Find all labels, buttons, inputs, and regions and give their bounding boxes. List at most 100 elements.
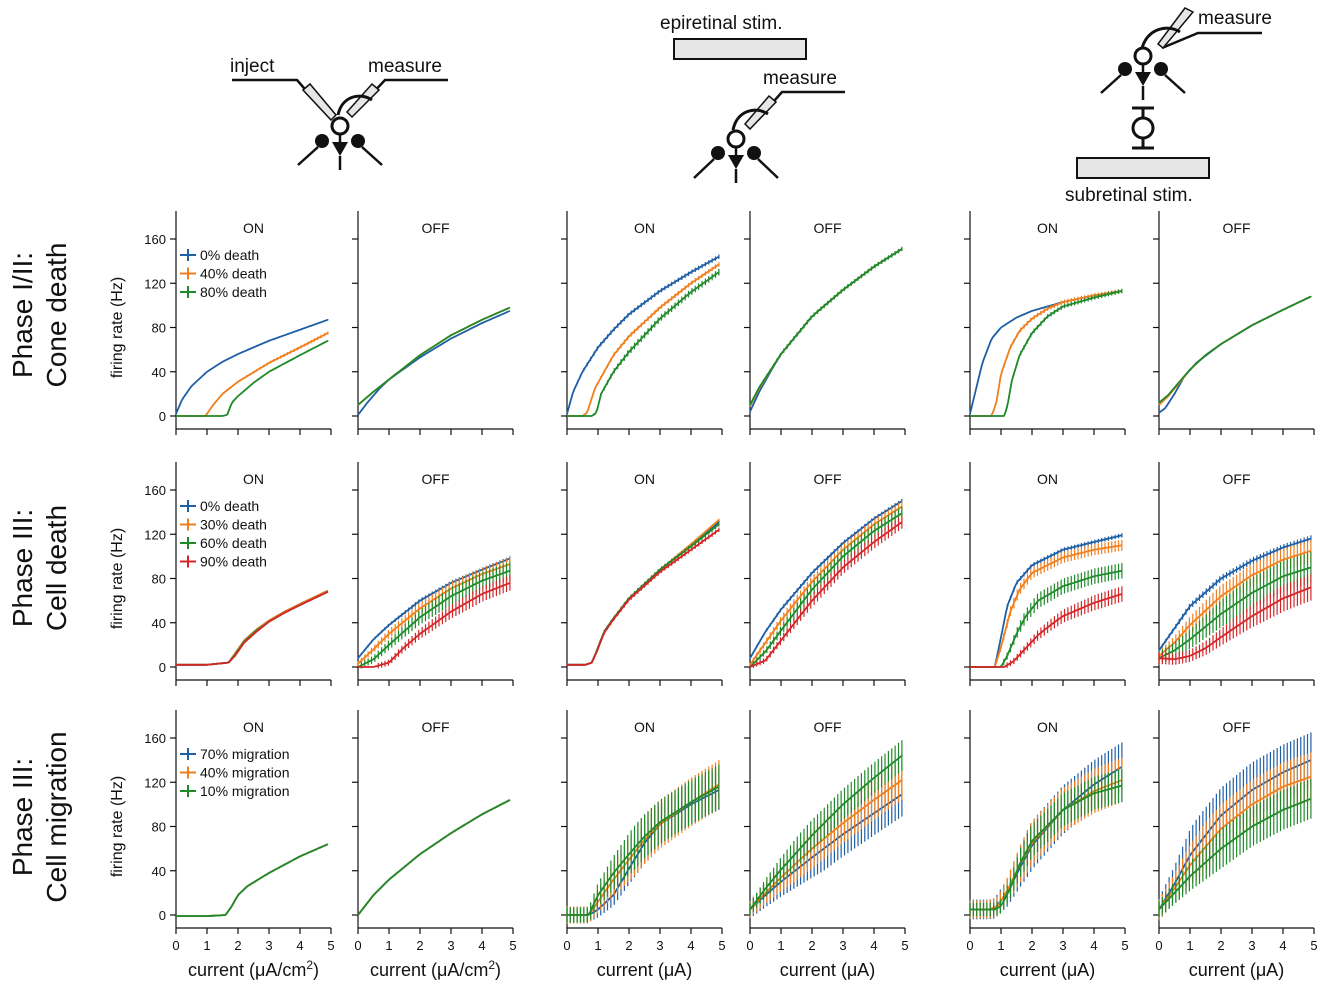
y-tick-label: 40	[152, 864, 166, 879]
x-tick-label: 0	[354, 938, 361, 953]
cell-processes	[1100, 64, 1186, 100]
ganglion-cell-icon	[726, 129, 746, 149]
series-blue	[566, 254, 720, 415]
series-orange	[970, 539, 1123, 668]
series-line	[176, 590, 329, 666]
series-orange	[1158, 295, 1312, 406]
x-tick-label: 2	[808, 938, 815, 953]
series-line	[1158, 549, 1312, 657]
y-tick-label: 40	[152, 365, 166, 380]
series-line	[1158, 295, 1312, 414]
series-green	[357, 799, 511, 916]
series-red	[1158, 574, 1312, 665]
panel-title: OFF	[422, 719, 450, 735]
cell-processes	[693, 147, 779, 183]
amacrine-cell-icon	[332, 142, 348, 156]
x-tick-label: 5	[1121, 938, 1128, 953]
panel-title: OFF	[422, 471, 450, 487]
chart-panel: ON	[964, 462, 1126, 686]
measure-electrode-1	[345, 82, 381, 119]
series-orange	[567, 262, 720, 417]
x-tick-label: 2	[1028, 938, 1035, 953]
bipolar-cell-icon	[1118, 62, 1132, 76]
y-axis-title: firing rate (Hz)	[109, 776, 126, 877]
series-green	[1158, 551, 1312, 665]
panel-title: ON	[243, 471, 264, 487]
x-tick-label: 1	[777, 938, 784, 953]
series-red	[566, 527, 720, 666]
row-label-line1: Phase I/II:	[7, 252, 38, 378]
x-axis-title: current (μA)	[1189, 960, 1284, 980]
bipolar-cell-icon	[747, 146, 761, 160]
series-line	[357, 569, 511, 668]
x-tick-label: 1	[594, 938, 601, 953]
panel-title: ON	[1037, 220, 1058, 236]
bipolar-cell-icon	[711, 146, 725, 160]
series-blue	[357, 799, 511, 916]
series-red	[970, 586, 1123, 669]
panel-title: ON	[634, 471, 655, 487]
series-blue	[566, 770, 720, 922]
chart-panel: 0 1 2 3 4 5 ON current (μA)	[964, 710, 1129, 980]
x-axis-title: current (μA/cm2)	[188, 958, 319, 980]
series-line	[567, 789, 720, 916]
series-line	[567, 271, 720, 417]
y-axis-title: firing rate (Hz)	[109, 277, 126, 378]
panel-title: ON	[243, 220, 264, 236]
panel-title: OFF	[1223, 471, 1251, 487]
panel-title: ON	[243, 719, 264, 735]
chart-panel: OFF	[1153, 462, 1315, 686]
legend-item: 0% death	[180, 247, 259, 263]
y-tick-label: 160	[144, 232, 166, 247]
cell-processes	[297, 134, 383, 170]
ganglion-cell-icon	[330, 116, 350, 136]
x-tick-label: 4	[478, 938, 485, 953]
legend-label: 0% death	[200, 247, 259, 263]
series-blue	[357, 310, 511, 416]
y-tick-label: 80	[152, 321, 166, 336]
chart-panel: 0 1 2 3 4 5 OFF current (μA)	[744, 710, 909, 980]
series-line	[749, 248, 903, 407]
series-line	[176, 339, 329, 417]
series-line	[1158, 586, 1312, 661]
y-tick-label: 0	[159, 908, 166, 923]
series-orange	[970, 288, 1123, 417]
x-tick-label: 0	[563, 938, 570, 953]
series-line	[567, 783, 720, 916]
series-line	[358, 582, 511, 668]
series-line	[970, 544, 1123, 668]
series-line	[357, 799, 511, 916]
epiretinal-electrode	[673, 38, 807, 60]
series-line	[749, 500, 903, 659]
panel-title: OFF	[1223, 220, 1251, 236]
series-line	[1158, 775, 1312, 911]
x-tick-label: 2	[234, 938, 241, 953]
row-label-line1: Phase III:	[7, 509, 38, 627]
series-blue	[1158, 732, 1312, 921]
series-line	[567, 263, 720, 417]
x-tick-label: 2	[416, 938, 423, 953]
series-green	[176, 843, 329, 918]
axon-loop-icon	[1140, 26, 1181, 49]
amacrine-cell-icon	[1135, 72, 1151, 86]
panel-title: ON	[1037, 471, 1058, 487]
amacrine-cell-icon	[728, 155, 744, 169]
x-axis-title: current (μA)	[1000, 960, 1095, 980]
series-orange	[749, 760, 903, 918]
series-green	[749, 740, 903, 916]
chart-panel: ON	[561, 211, 723, 435]
row-label-line2: Cell migration	[41, 731, 72, 902]
y-tick-label: 0	[159, 660, 166, 675]
series-line	[1158, 537, 1312, 651]
series-green	[969, 768, 1123, 917]
series-orange	[749, 247, 903, 407]
series-line	[749, 248, 903, 412]
x-tick-label: 1	[997, 938, 1004, 953]
legend-label: 70% migration	[200, 746, 290, 762]
series-line	[567, 785, 720, 916]
x-axis-title: current (μA)	[780, 960, 875, 980]
legend-label: 10% migration	[200, 783, 290, 799]
panel-title: ON	[634, 220, 655, 236]
y-tick-label: 160	[144, 731, 166, 746]
legend-item: 60% death	[180, 535, 267, 551]
